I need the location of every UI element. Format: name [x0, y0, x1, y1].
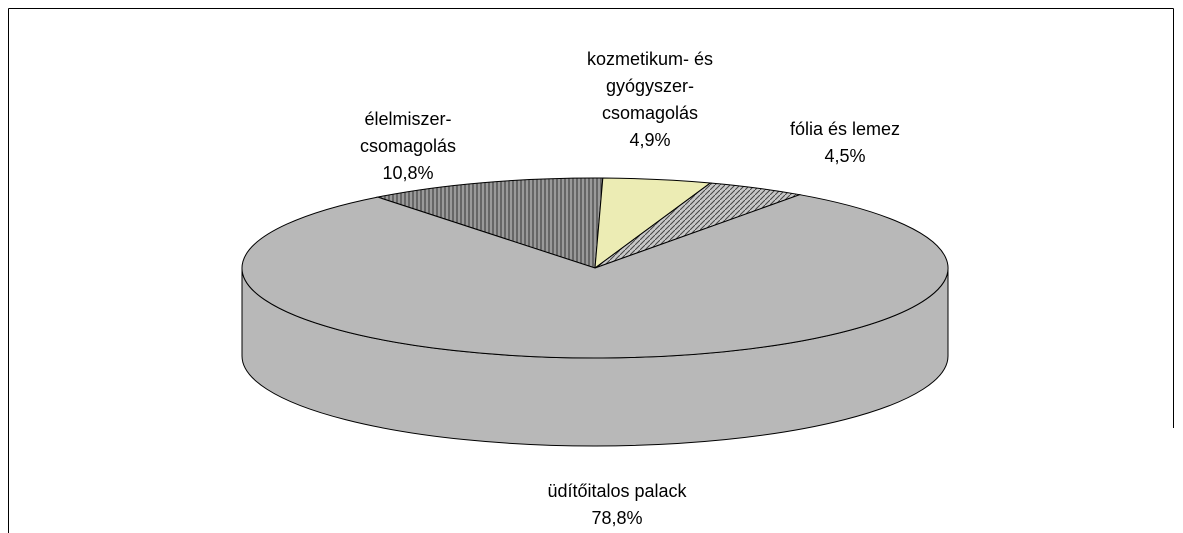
category-name: fólia és lemez — [789, 119, 901, 139]
value-label: 78,8% — [591, 508, 643, 528]
value-label: 4,5% — [824, 146, 866, 166]
value-label: 4,9% — [629, 130, 671, 150]
slice-label: fólia és lemez 4,5% — [760, 116, 930, 170]
slice-label: üdítőitalos palack 78,8% — [492, 478, 742, 532]
category-name: kozmetikum- és gyógyszer-csomagolás — [586, 49, 714, 123]
category-name: élelmiszer-csomagolás — [359, 109, 457, 156]
slice-label: élelmiszer-csomagolás 10,8% — [333, 106, 483, 187]
slice-label: kozmetikum- és gyógyszer-csomagolás 4,9% — [575, 46, 725, 154]
pie-slice — [375, 177, 604, 269]
pie-slice — [241, 194, 949, 359]
category-name: üdítőitalos palack — [547, 481, 687, 501]
value-label: 10,8% — [382, 163, 434, 183]
